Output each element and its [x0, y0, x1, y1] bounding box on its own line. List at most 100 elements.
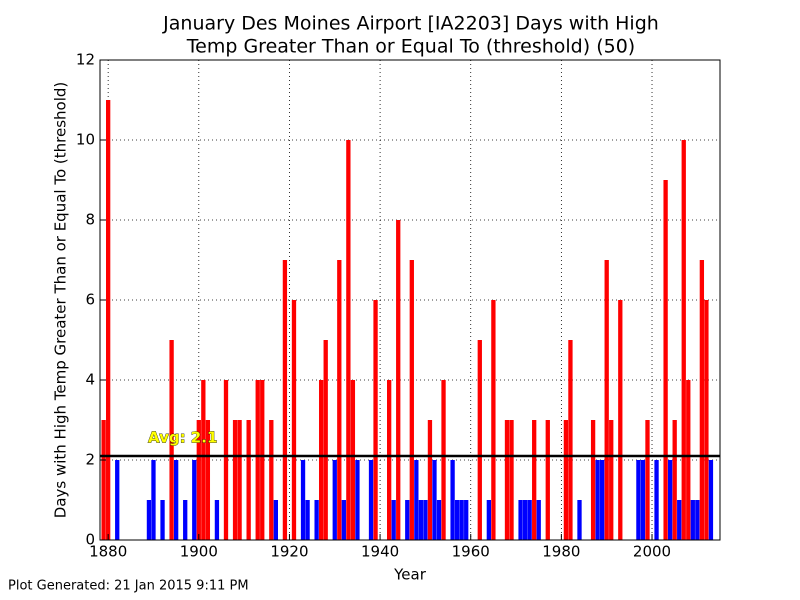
x-axis-label: Year — [393, 566, 427, 584]
bar — [640, 460, 646, 540]
bar — [667, 460, 673, 540]
bar — [509, 420, 514, 540]
bar — [532, 420, 537, 540]
x-tick-label: 1960 — [452, 543, 490, 561]
y-tick-label: 10 — [76, 131, 95, 149]
bar — [169, 340, 174, 540]
bar — [305, 500, 310, 540]
bar — [115, 460, 120, 540]
chart-title: January Des Moines Airport [IA2203] Days… — [162, 13, 659, 35]
bar — [273, 500, 279, 540]
bar — [686, 380, 691, 540]
bar — [491, 300, 496, 540]
y-tick-label: 12 — [76, 51, 95, 69]
bar — [423, 500, 428, 540]
bar — [368, 460, 374, 540]
bar — [201, 380, 206, 540]
bar — [672, 420, 677, 540]
bar — [160, 500, 165, 540]
bar — [522, 500, 528, 540]
x-tick-label: 1900 — [180, 543, 218, 561]
bar — [518, 500, 523, 540]
y-tick-label: 4 — [85, 371, 95, 389]
bar — [609, 420, 614, 540]
bar — [690, 500, 695, 540]
bar — [183, 500, 188, 540]
bar — [173, 460, 179, 540]
bar — [314, 500, 319, 540]
x-tick-label: 1980 — [542, 543, 580, 561]
bar — [151, 460, 156, 540]
bar — [477, 340, 482, 540]
bar — [577, 500, 582, 540]
bar — [391, 500, 396, 540]
bar — [205, 420, 211, 540]
bar — [319, 380, 324, 540]
bar — [409, 260, 414, 540]
bar — [459, 500, 464, 540]
bar — [405, 500, 410, 540]
bar — [590, 420, 596, 540]
bar — [595, 460, 600, 540]
y-tick-label: 8 — [85, 211, 95, 229]
average-label: Avg: 2.1 — [148, 429, 217, 447]
bar — [699, 260, 705, 540]
bar — [450, 460, 455, 540]
bar — [396, 220, 401, 540]
bar — [536, 500, 541, 540]
bar — [568, 340, 573, 540]
x-tick-label: 2000 — [633, 543, 671, 561]
bar — [527, 500, 532, 540]
bar — [418, 500, 424, 540]
bar — [436, 500, 442, 540]
bar — [146, 500, 152, 540]
bar — [255, 380, 260, 540]
bar — [504, 420, 510, 540]
bar — [677, 500, 682, 540]
bar — [192, 460, 197, 540]
y-tick-label: 2 — [85, 451, 95, 469]
plot-area: Avg: 2.1 — [100, 59, 720, 541]
bar — [454, 500, 460, 540]
bar — [101, 420, 106, 540]
bar — [464, 500, 469, 540]
bar — [386, 380, 392, 540]
bar — [346, 140, 351, 540]
bar — [432, 460, 437, 540]
bar — [350, 380, 356, 540]
bar — [681, 140, 686, 540]
y-axis-label: Days with High Temp Greater Than or Equa… — [52, 82, 70, 519]
bar — [600, 460, 605, 540]
bar — [708, 460, 714, 540]
bar — [341, 500, 346, 540]
bar — [636, 460, 641, 540]
chart-title: Temp Greater Than or Equal To (threshold… — [186, 36, 635, 58]
bar — [196, 420, 201, 540]
bar — [645, 420, 650, 540]
bar — [106, 100, 111, 540]
bar — [237, 420, 242, 540]
bar — [414, 460, 419, 540]
bar — [291, 300, 297, 540]
y-tick-label: 0 — [85, 531, 95, 549]
bar — [545, 420, 550, 540]
bar — [654, 460, 659, 540]
bar — [373, 300, 378, 540]
bar — [486, 500, 492, 540]
bar — [618, 300, 623, 540]
bar — [663, 180, 668, 540]
bar — [323, 340, 328, 540]
bar — [337, 260, 342, 540]
bar — [604, 260, 609, 540]
bar — [269, 420, 274, 540]
bar — [695, 500, 700, 540]
bar — [355, 460, 360, 540]
y-tick-label: 6 — [85, 291, 95, 309]
bar — [246, 420, 251, 540]
bar — [441, 380, 446, 540]
bar — [332, 460, 337, 540]
bar — [232, 420, 238, 540]
x-tick-label: 1940 — [361, 543, 399, 561]
x-tick-label: 1920 — [270, 543, 308, 561]
